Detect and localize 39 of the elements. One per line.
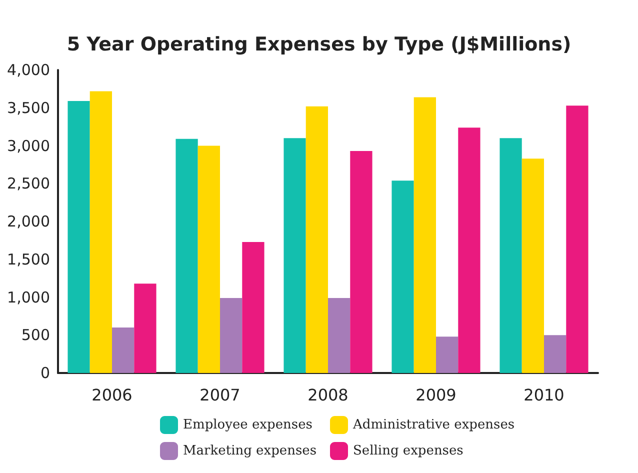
y-tick-label: 2,000: [7, 212, 50, 230]
bar: [198, 146, 220, 373]
bar: [414, 97, 436, 373]
y-tick-label: 2,500: [7, 174, 50, 193]
bar: [328, 298, 350, 373]
bar: [350, 151, 372, 373]
y-tick-label: 3,000: [7, 136, 50, 155]
bar: [436, 336, 458, 373]
legend-label: Employee expenses: [183, 418, 312, 432]
bar: [522, 158, 544, 373]
bar: [544, 335, 566, 373]
y-tick-label: 1,000: [7, 288, 50, 306]
bar: [220, 298, 242, 373]
bar: [566, 106, 588, 373]
bar: [68, 101, 90, 373]
bar: [112, 328, 134, 373]
bar: [284, 138, 306, 373]
bar: [392, 180, 414, 373]
bar: [306, 106, 328, 373]
bar: [242, 242, 264, 373]
x-tick-label: 2006: [92, 386, 132, 404]
bar: [176, 138, 198, 373]
bar: [90, 91, 112, 373]
y-tick-label: 500: [21, 326, 50, 344]
y-tick-label: 4,000: [7, 61, 50, 79]
x-tick-label: 2008: [308, 386, 348, 404]
legend-label: Selling expenses: [353, 444, 464, 458]
x-tick-label: 2007: [200, 386, 240, 404]
y-tick-label: 1,500: [7, 250, 50, 268]
x-tick-label: 2010: [524, 386, 564, 404]
legend-label: Administrative expenses: [352, 418, 515, 432]
chart-title: 5 Year Operating Expenses by Type (J$Millions): [66, 34, 572, 56]
y-tick-label: 0: [40, 364, 50, 382]
x-tick-label: 2009: [416, 386, 456, 404]
bar: [458, 128, 480, 373]
bar: [134, 284, 156, 373]
legend-label: Marketing expenses: [183, 444, 317, 458]
y-tick-label: 3,500: [7, 98, 50, 117]
bar: [500, 138, 522, 373]
